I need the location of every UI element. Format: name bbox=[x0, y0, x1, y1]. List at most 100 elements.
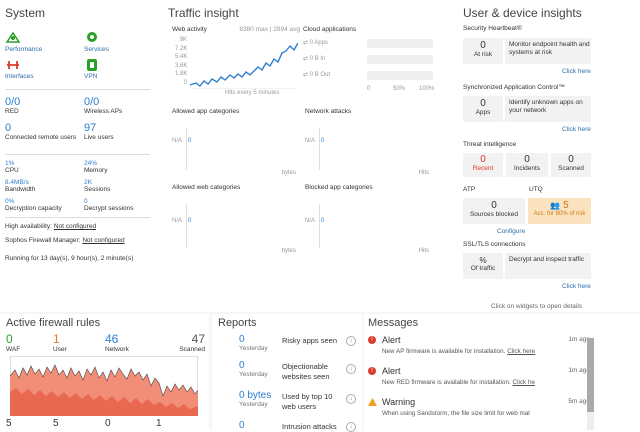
utq-box[interactable]: 👥 5 Acc. for 80% of risk bbox=[528, 198, 591, 224]
atp-configure-link[interactable]: Configure bbox=[497, 228, 526, 235]
cloud-xtick: 50% bbox=[393, 86, 406, 92]
cloud-row-label: 0 B Out bbox=[309, 72, 331, 78]
heartbeat-desc-box: Monitor endpoint health and systems at r… bbox=[505, 38, 591, 64]
interfaces-tile[interactable]: Interfaces bbox=[5, 58, 65, 84]
message-text: New AP firmware is available for install… bbox=[382, 348, 506, 355]
threat-incidents-box[interactable]: 0 Incidents bbox=[506, 153, 548, 177]
decrypt-sessions-metric[interactable]: 0 Decrypt sessions bbox=[84, 198, 134, 212]
atp-box[interactable]: 0 Sources blocked bbox=[463, 198, 525, 224]
wireless-aps-stat[interactable]: 0/0 Wireless APs bbox=[84, 96, 122, 115]
messages-widget[interactable]: Messages ! Alert 1m ago New AP firmware … bbox=[364, 314, 640, 430]
user-stat: 1 User bbox=[53, 332, 67, 353]
network-attacks-title: Network attacks bbox=[305, 108, 352, 115]
download-icon[interactable]: ↓ bbox=[346, 394, 356, 404]
user-label: User bbox=[53, 346, 67, 353]
download-icon[interactable]: ↓ bbox=[346, 422, 356, 432]
allowed-web-categories-widget[interactable]: Allowed web categories N/A 0 bytes bbox=[170, 182, 300, 254]
cloud-row-label: 0 B In bbox=[309, 56, 326, 62]
vpn-tile[interactable]: VPN bbox=[84, 58, 144, 84]
web-activity-summary: 8380 max | 2894 avg bbox=[239, 26, 300, 33]
performance-tile[interactable]: Performance bbox=[5, 30, 65, 56]
ha-row: High availability: Not configured bbox=[5, 223, 96, 230]
report-item[interactable]: 0 Yesterday bbox=[239, 334, 268, 352]
ytick: 1.8K bbox=[175, 71, 188, 78]
threat-incidents-value: 0 bbox=[524, 154, 530, 165]
sfm-label: Sophos Firewall Manager: bbox=[5, 237, 81, 244]
report-item[interactable]: 0 bbox=[239, 420, 245, 431]
report-sub: Yesterday bbox=[239, 401, 268, 408]
interfaces-label: Interfaces bbox=[5, 73, 34, 80]
web-activity-chart bbox=[190, 42, 298, 89]
ssl-percent-box[interactable]: % Of traffic bbox=[463, 253, 503, 279]
widgets-hint: Click on widgets to open details bbox=[491, 303, 583, 310]
memory-label: Memory bbox=[84, 167, 108, 174]
ssl-desc: Decrypt and inspect traffic bbox=[509, 256, 585, 263]
cpu-metric[interactable]: 1% CPU bbox=[5, 160, 19, 174]
live-users-stat[interactable]: 97 Live users bbox=[84, 122, 114, 141]
alert-icon: ! bbox=[368, 336, 376, 344]
blocked-app-categories-widget[interactable]: Blocked app categories N/A 0 Hits bbox=[303, 182, 433, 254]
message-link[interactable]: Click here bbox=[507, 348, 536, 355]
performance-label: Performance bbox=[5, 46, 43, 53]
network-attacks-widget[interactable]: Network attacks N/A 0 Hits bbox=[303, 106, 433, 178]
threat-scanned-value: 0 bbox=[568, 154, 574, 165]
bandwidth-label: Bandwidth bbox=[5, 186, 36, 193]
allowed-app-categories-widget[interactable]: Allowed app categories N/A 0 bytes bbox=[170, 106, 300, 178]
heartbeat-label: At risk bbox=[473, 51, 493, 58]
scrollbar-thumb[interactable] bbox=[587, 338, 594, 412]
download-icon[interactable]: ↓ bbox=[346, 336, 356, 346]
active-firewall-rules-widget[interactable]: Active firewall rules 0 WAF 1 User 46 Ne… bbox=[0, 314, 209, 430]
sync-app-title: Synchronized Application Control™ bbox=[463, 84, 565, 91]
report-item[interactable]: 0 Yesterday bbox=[239, 360, 268, 378]
threat-recent-value: 0 bbox=[480, 154, 486, 165]
zero-value: 0 bbox=[188, 138, 192, 144]
threat-scanned-box[interactable]: 0 Scanned bbox=[551, 153, 591, 177]
unit-label: bytes bbox=[281, 170, 296, 176]
reports-widget[interactable]: Reports 0 Yesterday Risky apps seen ↓ 0 … bbox=[212, 314, 362, 432]
waf-label: WAF bbox=[6, 346, 21, 353]
sync-app-count-box[interactable]: 0 Apps bbox=[463, 96, 503, 122]
memory-value: 24% bbox=[84, 160, 98, 167]
ssl-title: SSL/TLS connections bbox=[463, 241, 526, 248]
blocked-app-title: Blocked app categories bbox=[305, 184, 373, 191]
allowed-web-title: Allowed web categories bbox=[172, 184, 241, 191]
unit-label: bytes bbox=[281, 248, 296, 254]
decryption-capacity-value: 0% bbox=[5, 198, 15, 205]
sessions-metric[interactable]: 2K Sessions bbox=[84, 179, 110, 193]
report-value: 0 bbox=[239, 360, 245, 371]
report-item[interactable]: 0 bytes Yesterday bbox=[239, 390, 271, 408]
ssl-click-here[interactable]: Click here bbox=[562, 283, 591, 290]
decryption-capacity-metric[interactable]: 0% Decryption capacity bbox=[5, 198, 62, 212]
cloud-bar-out bbox=[367, 71, 433, 80]
cloud-row-out: ⇄ 0 B Out bbox=[303, 72, 331, 78]
sync-app-click-here[interactable]: Click here bbox=[562, 126, 591, 133]
cloud-apps-widget[interactable]: Cloud applications ⇄ 0 Apps ⇄ 0 B In ⇄ 0… bbox=[303, 24, 434, 96]
cloud-apps-title: Cloud applications bbox=[303, 26, 357, 33]
web-activity-widget[interactable]: Web activity 8380 max | 2894 avg 9K 7.2K… bbox=[170, 24, 300, 96]
messages-scrollbar[interactable] bbox=[587, 338, 594, 430]
memory-metric[interactable]: 24% Memory bbox=[84, 160, 107, 174]
message-link[interactable]: Click he bbox=[512, 379, 535, 386]
firewall-title: Active firewall rules bbox=[6, 317, 101, 329]
axis-line bbox=[186, 204, 187, 248]
utq-label: Acc. for 80% of risk bbox=[533, 211, 586, 217]
bandwidth-value: 8.4MB/s bbox=[5, 179, 29, 186]
sync-app-label: Apps bbox=[475, 109, 491, 116]
services-label: Services bbox=[84, 46, 109, 53]
network-value: 46 bbox=[105, 332, 119, 346]
bandwidth-metric[interactable]: 8.4MB/s Bandwidth bbox=[5, 179, 35, 193]
sfm-link[interactable]: Not configured bbox=[82, 237, 125, 244]
heartbeat-click-here[interactable]: Click here bbox=[562, 68, 591, 75]
download-icon[interactable]: ↓ bbox=[346, 364, 356, 374]
ha-link[interactable]: Not configured bbox=[53, 223, 97, 230]
remote-users-stat[interactable]: 0 Connected remote users bbox=[5, 122, 77, 142]
heartbeat-count-box[interactable]: 0 At risk bbox=[463, 38, 503, 64]
red-stat[interactable]: 0/0 RED bbox=[5, 96, 20, 115]
report-value: 0 bbox=[239, 334, 245, 345]
remote-users-value: 0 bbox=[5, 122, 12, 134]
scanned-label: Scanned bbox=[179, 346, 205, 353]
services-tile[interactable]: Services bbox=[84, 30, 144, 56]
ytick: 3.6K bbox=[175, 62, 188, 69]
threat-recent-box[interactable]: 0 Recent bbox=[463, 153, 503, 177]
messages-title: Messages bbox=[368, 317, 419, 329]
